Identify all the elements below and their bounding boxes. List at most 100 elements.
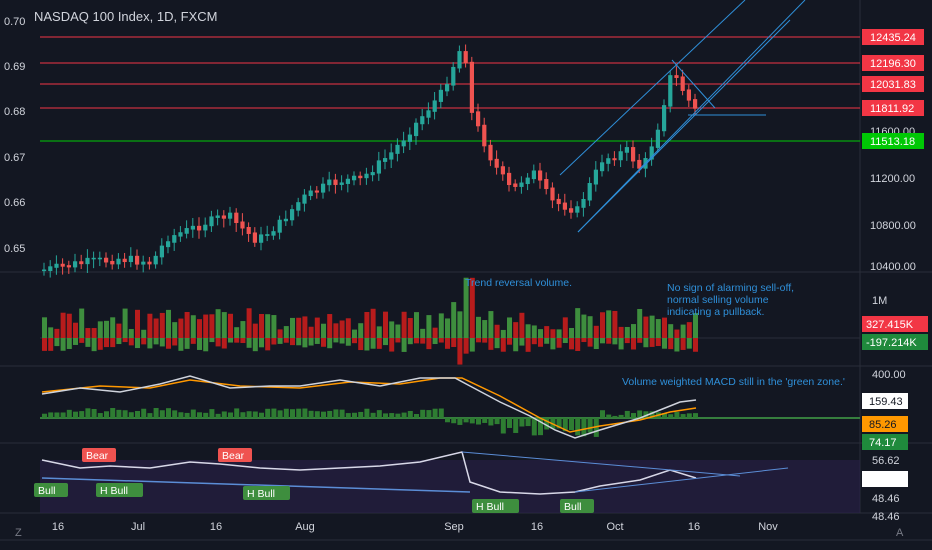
candle-body [159,245,164,258]
candle-body [612,158,617,161]
volume-bar [376,326,382,338]
volume-bar [544,338,550,344]
volume-bar [662,317,667,338]
candle-body [122,258,127,263]
volume-bar [463,277,469,338]
volume-bar [655,338,661,347]
volume-bar [221,312,227,338]
macd-histogram-bar [110,408,116,418]
volume-bar [507,317,512,338]
candle-body [197,225,202,231]
volume-bar [531,338,537,345]
macd-histogram-bar [240,412,246,418]
volume-bar [469,338,475,352]
macd-histogram-bar [364,408,370,418]
volume-bar [252,323,258,338]
candle-body [364,173,369,179]
volume-bar [618,326,624,338]
candle-body [240,221,245,229]
candle-body [432,100,437,112]
macd-histogram-bar [674,412,680,418]
price-label-text: 12435.24 [870,32,916,44]
macd-histogram-bar [575,418,581,436]
candle-body [339,182,344,185]
candle-body [662,105,667,132]
price-label-text: 12031.83 [870,79,916,91]
volume-bar [159,338,165,347]
volume-bar [624,326,630,338]
volume-bar [383,311,388,338]
macd-histogram-bar [352,412,357,418]
macd-histogram-bar [569,418,574,431]
timezone-icon[interactable]: Z [15,527,22,539]
volume-bar [259,338,264,348]
volume-label-box [862,334,928,350]
macd-histogram-bar [587,418,593,433]
volume-bar [147,338,153,349]
macd-histogram-bar [680,414,686,418]
wedge-line [671,59,716,109]
volume-bar [600,312,605,338]
volume-bar [110,317,116,338]
candle-body [246,226,251,234]
candle-body [283,218,288,222]
candle-body [562,202,567,210]
volume-bar [166,338,171,349]
macd-histogram-bar [190,409,196,418]
volume-bar [631,324,636,338]
candle-body [513,183,518,187]
volume-bar [550,329,556,338]
candle-body [147,261,152,265]
macd-histogram-bar [370,412,376,418]
candle-body [221,215,226,219]
volume-axis-tick-label: 1M [872,295,887,307]
macd-axis-tick-label: 400.00 [872,369,906,381]
volume-bar [612,310,618,338]
volume-bar [302,338,308,348]
volume-bar [135,338,140,349]
volume-bar [73,338,78,345]
volume-bar [215,338,221,347]
time-axis-tick-label: 16 [52,521,64,533]
macd-histogram-bar [637,410,643,418]
rsi-trendline [461,451,741,477]
macd-histogram-bar [172,410,178,418]
macd-histogram-bar [333,409,339,418]
volume-bar [407,338,413,345]
volume-bar [414,338,419,344]
candle-body [507,172,512,186]
time-axis-tick-label: Oct [606,521,623,533]
macd-label-box [862,393,908,409]
price-axis-tick-label: 11200.00 [870,173,915,185]
candle-body [544,179,549,190]
rsi-divergence-label: H Bull [247,488,275,500]
macd-histogram-bar [321,411,326,418]
candle-body [693,99,698,109]
annotation-selloff-line2: normal selling volume [667,294,769,306]
macd-histogram-bar [209,409,215,418]
volume-bar [327,338,333,349]
volume-bar [197,319,202,338]
volume-bar [153,318,159,338]
volume-bar [147,313,153,338]
volume-bar [339,320,345,338]
volume-bar [606,338,612,344]
volume-bar [482,338,488,343]
volume-bar [290,317,295,338]
candle-body [575,206,580,213]
volume-bar [407,318,413,338]
candle-body [135,255,140,265]
volume-bar [624,338,630,344]
macd-histogram-bar [668,414,674,418]
volume-bar [172,322,178,338]
volume-bar [457,311,463,338]
macd-histogram-bar [197,412,202,418]
macd-histogram-bar [556,418,562,429]
volume-bar [135,309,140,338]
candle-body [445,84,450,92]
volume-bar [197,338,202,350]
candle-body [91,257,96,260]
auto-scale-button[interactable]: A [896,527,904,539]
volume-bar [79,338,85,343]
